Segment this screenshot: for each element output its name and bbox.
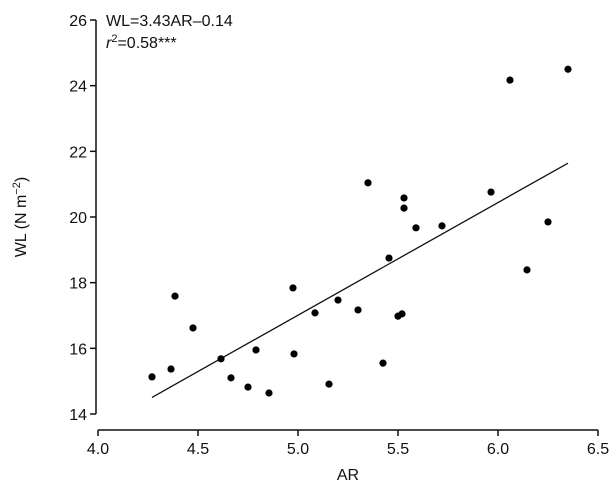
y-tick-label: 14 (69, 407, 87, 424)
point (354, 306, 362, 314)
point (385, 254, 393, 262)
annotation: r2=0.58*** (106, 33, 177, 52)
point (438, 222, 446, 230)
point (523, 266, 531, 274)
y-tick-label: 18 (69, 276, 87, 293)
point (398, 310, 406, 318)
point (227, 374, 235, 382)
point (400, 204, 408, 212)
point (311, 309, 319, 317)
point (252, 346, 260, 354)
annotation: WL=3.43AR–0.14 (106, 13, 233, 30)
point (265, 389, 273, 397)
point (244, 383, 252, 391)
y-tick-label: 24 (69, 79, 87, 96)
x-tick-label: 6.0 (487, 441, 509, 458)
x-tick-label: 4.5 (187, 441, 209, 458)
point (506, 76, 514, 84)
x-tick-label: 6.5 (587, 441, 609, 458)
x-tick-label: 5.0 (287, 441, 309, 458)
point (564, 65, 572, 73)
point (189, 324, 197, 332)
regression-line (151, 162, 569, 398)
point (171, 292, 179, 300)
y-tick-label: 20 (69, 210, 87, 227)
point (412, 224, 420, 232)
y-axis-label: WL (N m−2) (11, 177, 30, 257)
x-tick-label: 5.5 (387, 441, 409, 458)
point (167, 365, 175, 373)
point (379, 359, 387, 367)
x-axis-label: AR (337, 467, 359, 484)
point (148, 373, 156, 381)
point (364, 179, 372, 187)
point (325, 380, 333, 388)
point (334, 296, 342, 304)
point (544, 218, 552, 226)
x-tick-label: 4.0 (87, 441, 109, 458)
point (487, 188, 495, 196)
point (290, 350, 298, 358)
point (289, 284, 297, 292)
point (217, 355, 225, 363)
point (400, 194, 408, 202)
y-tick-label: 26 (69, 13, 87, 30)
y-tick-label: 22 (69, 144, 87, 161)
y-tick-label: 16 (69, 341, 87, 358)
